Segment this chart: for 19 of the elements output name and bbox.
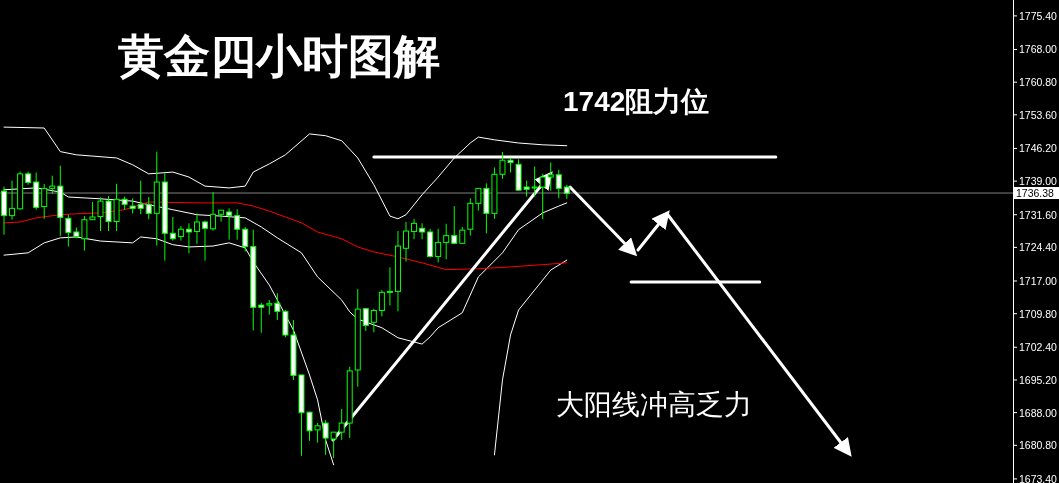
y-tick-label: 1717.00: [1019, 274, 1058, 287]
y-tick-label: 1731.60: [1019, 208, 1058, 221]
y-tick-label: 1702.40: [1019, 341, 1058, 354]
y-tick-label: 1695.20: [1019, 373, 1058, 386]
y-tick-label: 1746.20: [1019, 142, 1058, 155]
y-tick-label: 1768.00: [1019, 43, 1058, 56]
y-tick-label: 1673.40: [1019, 472, 1058, 483]
ref-line-label: 1736.38: [1016, 187, 1055, 200]
y-tick-label: 1724.40: [1019, 241, 1058, 254]
y-tick-label: 1760.80: [1019, 76, 1058, 89]
y-tick-label: 1775.40: [1019, 9, 1058, 22]
annotation: 大阳线冲高乏力: [556, 389, 752, 420]
y-tick-label: 1739.00: [1019, 175, 1058, 188]
y-tick-label: 1753.60: [1019, 108, 1058, 121]
y-tick-label: 1709.80: [1019, 307, 1058, 320]
y-tick-label: 1680.80: [1019, 439, 1058, 452]
annotation: 1742阻力位: [563, 86, 710, 118]
y-tick-label: 1688.00: [1019, 406, 1058, 419]
title: 黄金四小时图解: [118, 29, 440, 83]
